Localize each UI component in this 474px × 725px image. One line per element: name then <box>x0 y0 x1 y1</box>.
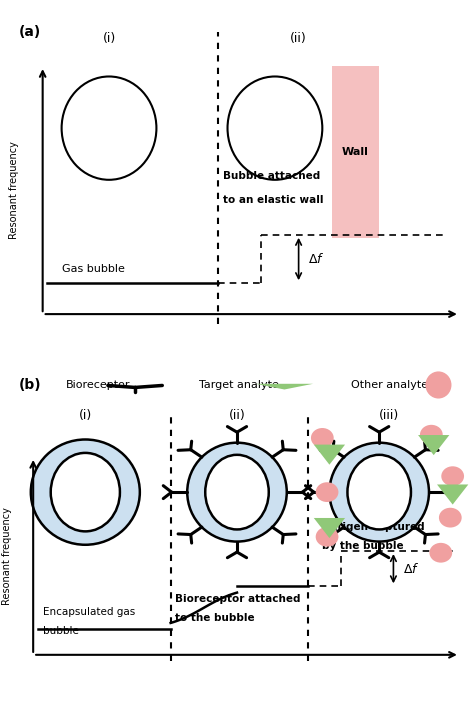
Bar <box>332 66 379 239</box>
Text: $\Delta f$: $\Delta f$ <box>308 252 325 266</box>
Ellipse shape <box>441 466 464 486</box>
Ellipse shape <box>347 455 411 529</box>
Text: Resonant frequency: Resonant frequency <box>2 507 12 605</box>
Ellipse shape <box>329 443 429 542</box>
Text: Target analyte: Target analyte <box>199 380 279 390</box>
Text: $\Delta f$: $\Delta f$ <box>403 562 419 576</box>
Ellipse shape <box>316 482 338 502</box>
Ellipse shape <box>187 443 287 542</box>
Text: to the bubble: to the bubble <box>175 613 255 623</box>
Polygon shape <box>314 518 345 538</box>
Ellipse shape <box>439 507 462 528</box>
Ellipse shape <box>205 455 269 529</box>
Text: (ii): (ii) <box>290 32 307 45</box>
Polygon shape <box>418 435 449 455</box>
Text: Bioreceptor: Bioreceptor <box>66 380 131 390</box>
Text: Other analyte: Other analyte <box>351 380 428 390</box>
Text: (a): (a) <box>19 25 41 39</box>
Ellipse shape <box>51 453 120 531</box>
Text: Gas bubble: Gas bubble <box>62 265 125 274</box>
Ellipse shape <box>228 77 322 180</box>
Polygon shape <box>314 444 345 465</box>
Ellipse shape <box>316 527 338 547</box>
Text: to an elastic wall: to an elastic wall <box>223 196 323 205</box>
Ellipse shape <box>62 77 156 180</box>
Text: (b): (b) <box>19 378 42 392</box>
Text: Bioreceptor attached: Bioreceptor attached <box>175 594 301 604</box>
Ellipse shape <box>420 425 443 444</box>
Text: (i): (i) <box>79 409 92 422</box>
Text: Antigen captured: Antigen captured <box>322 522 425 532</box>
Text: bubble: bubble <box>43 626 79 636</box>
Text: (i): (i) <box>102 32 116 45</box>
Ellipse shape <box>31 439 140 544</box>
Text: Resonant frequency: Resonant frequency <box>9 141 19 239</box>
Ellipse shape <box>311 428 334 448</box>
Text: Bubble attached: Bubble attached <box>223 171 320 181</box>
Text: (ii): (ii) <box>228 409 246 422</box>
Polygon shape <box>437 484 468 505</box>
Text: (iii): (iii) <box>379 409 399 422</box>
Polygon shape <box>255 384 313 389</box>
Ellipse shape <box>429 543 452 563</box>
Text: by the bubble: by the bubble <box>322 542 404 551</box>
Text: Encapsulated gas: Encapsulated gas <box>43 607 135 617</box>
Text: Wall: Wall <box>342 147 369 157</box>
Ellipse shape <box>426 371 451 399</box>
